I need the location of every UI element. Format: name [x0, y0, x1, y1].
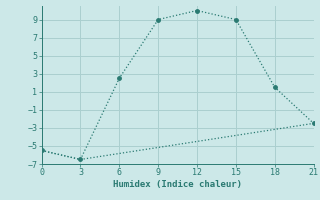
- X-axis label: Humidex (Indice chaleur): Humidex (Indice chaleur): [113, 180, 242, 189]
